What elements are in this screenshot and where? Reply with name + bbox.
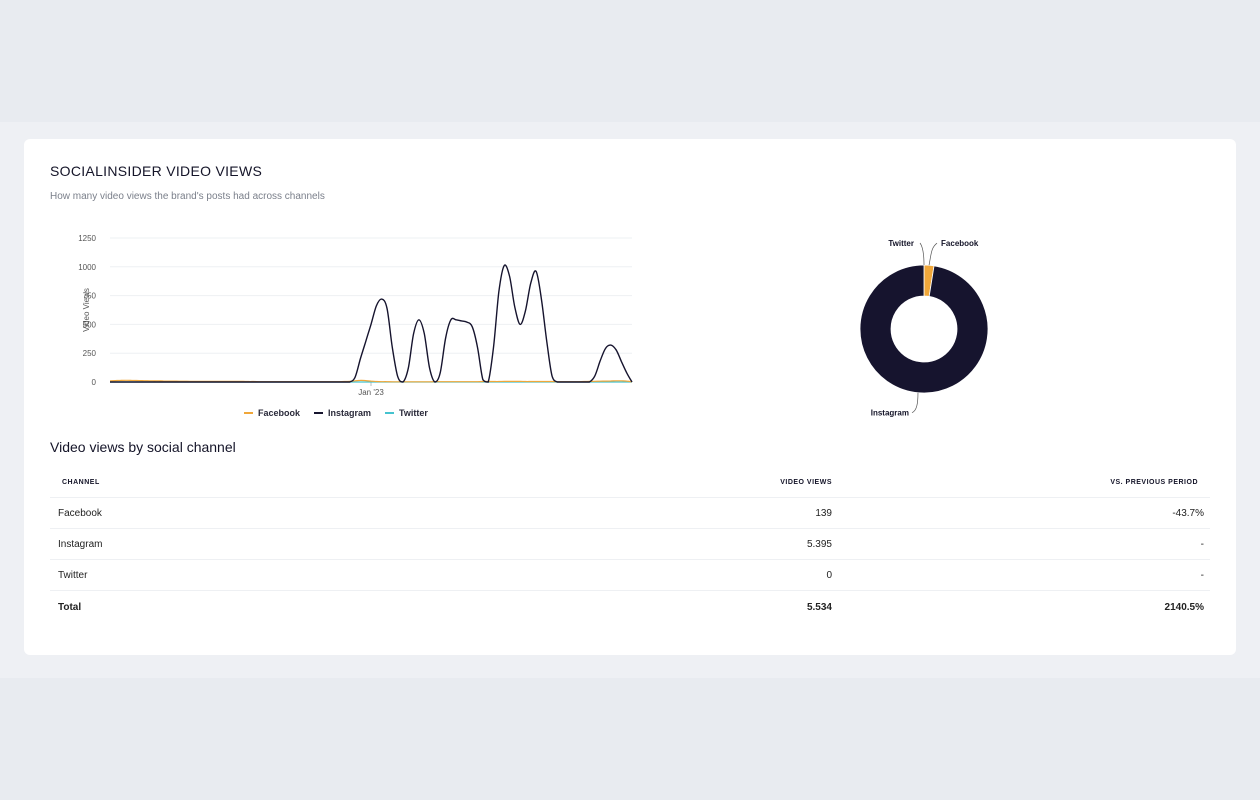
legend-item-facebook[interactable]: Facebook bbox=[244, 408, 300, 418]
donut-label-facebook: Facebook bbox=[941, 239, 979, 248]
header-channel[interactable]: CHANNEL bbox=[50, 467, 572, 498]
table-header-row: CHANNEL VIDEO VIEWS VS. PREVIOUS PERIOD bbox=[50, 467, 1210, 498]
legend-label-facebook: Facebook bbox=[258, 408, 301, 418]
cell-channel: Instagram bbox=[50, 528, 572, 560]
chart-legend: Facebook Instagram Twitter bbox=[244, 408, 428, 418]
instagram-swatch bbox=[314, 412, 324, 414]
cell-change: - bbox=[838, 528, 1210, 560]
y-tick-label: 1250 bbox=[78, 234, 96, 243]
cell-views: 0 bbox=[572, 559, 838, 591]
cell-channel: Facebook bbox=[50, 497, 572, 529]
cell-change: - bbox=[838, 559, 1210, 591]
twitter-swatch bbox=[385, 412, 395, 414]
y-tick-label: 500 bbox=[83, 320, 97, 329]
video-views-donut-chart[interactable]: Facebook Twitter Instagram bbox=[824, 221, 1044, 421]
section-title: Video views by social channel bbox=[50, 439, 236, 455]
cell-total-views: 5.534 bbox=[806, 601, 832, 613]
cell-views: 139 bbox=[572, 497, 838, 529]
table-row-facebook: Facebook 139 -43.7% bbox=[50, 497, 1210, 529]
header-video-views[interactable]: VIDEO VIEWS bbox=[572, 467, 838, 498]
header-vs-previous[interactable]: VS. PREVIOUS PERIOD bbox=[838, 467, 1210, 498]
donut-slice-instagram[interactable] bbox=[859, 264, 989, 394]
donut-label-instagram: Instagram bbox=[871, 409, 909, 418]
series-line-facebook[interactable] bbox=[109, 379, 633, 383]
series-line-instagram[interactable] bbox=[110, 264, 633, 383]
table-row-total: Total 5.534 2140.5% bbox=[50, 591, 1210, 624]
cell-total-label: Total bbox=[58, 601, 82, 613]
legend-item-instagram[interactable]: Instagram bbox=[314, 408, 371, 418]
legend-label-twitter: Twitter bbox=[399, 408, 428, 418]
card-subtitle: How many video views the brand's posts h… bbox=[50, 191, 325, 202]
facebook-leader-line bbox=[928, 242, 938, 266]
twitter-leader-line bbox=[919, 242, 925, 266]
y-tick-label: 0 bbox=[92, 378, 97, 387]
cell-total-change: 2140.5% bbox=[1164, 601, 1204, 613]
y-tick-label: 750 bbox=[83, 292, 97, 301]
donut-label-twitter: Twitter bbox=[888, 239, 914, 248]
cell-channel: Twitter bbox=[50, 559, 572, 591]
video-views-card: SOCIALINSIDER VIDEO VIEWS How many video… bbox=[24, 139, 1236, 655]
y-tick-label: 250 bbox=[83, 349, 97, 358]
cell-change: -43.7% bbox=[838, 497, 1210, 529]
facebook-swatch bbox=[244, 412, 253, 414]
table-row-twitter: Twitter 0 - bbox=[50, 559, 1210, 591]
card-title: SOCIALINSIDER VIDEO VIEWS bbox=[50, 163, 263, 179]
y-tick-label: 1000 bbox=[78, 263, 96, 272]
table-row-instagram: Instagram 5.395 - bbox=[50, 528, 1210, 560]
y-axis-label: Video Views bbox=[82, 288, 91, 332]
cell-views: 5.395 bbox=[572, 528, 838, 560]
video-views-line-chart[interactable]: 1250 1000 750 500 250 0 Video Views Jan '23 bbox=[44, 221, 644, 401]
instagram-leader-line bbox=[911, 392, 919, 414]
x-tick-label: Jan '23 bbox=[358, 388, 384, 397]
legend-label-instagram: Instagram bbox=[328, 408, 372, 418]
channel-table: CHANNEL VIDEO VIEWS VS. PREVIOUS PERIOD … bbox=[50, 467, 1210, 623]
legend-item-twitter[interactable]: Twitter bbox=[385, 408, 428, 418]
